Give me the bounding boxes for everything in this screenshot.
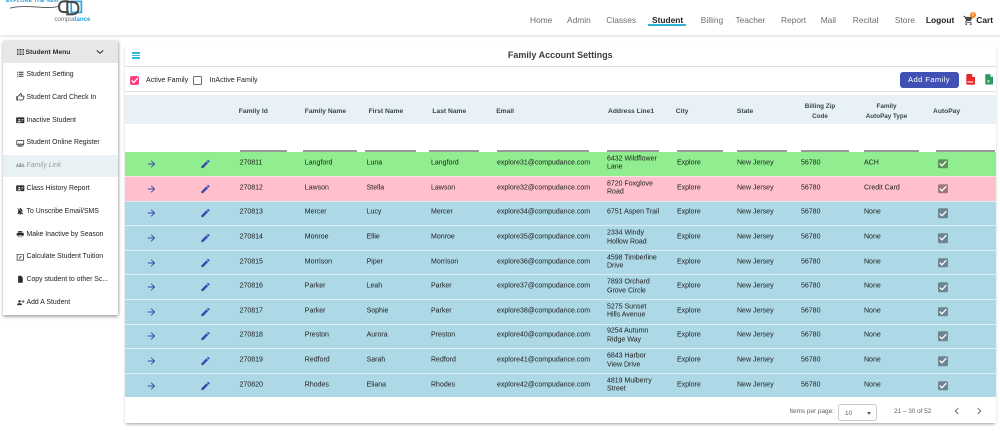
- svg-text:PDF: PDF: [967, 80, 973, 84]
- svg-text:x: x: [987, 79, 990, 84]
